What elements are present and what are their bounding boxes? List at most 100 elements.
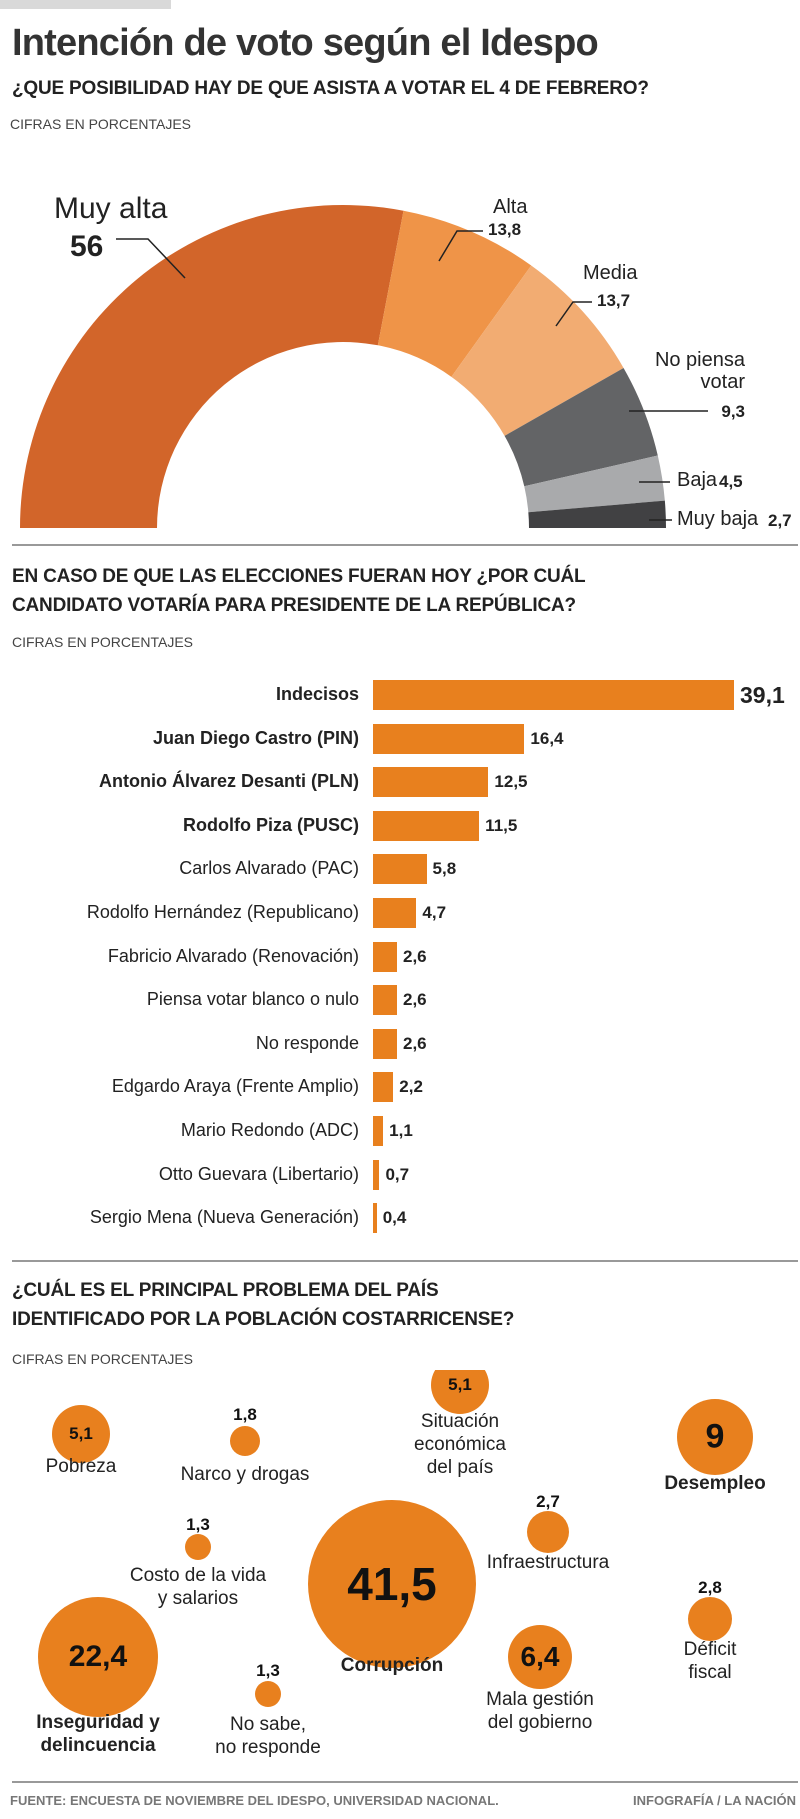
leader-line-muy-alta <box>116 238 186 279</box>
slice-no-piensa-votar <box>504 367 658 487</box>
value-media: 13,7 <box>597 291 631 310</box>
value-no-piensa-votar: 9,3 <box>721 402 745 421</box>
bubble <box>255 1681 281 1707</box>
bar-label: Carlos Alvarado (PAC) <box>179 858 359 879</box>
bar <box>373 985 397 1016</box>
bubble-value: 6,4 <box>520 1641 560 1672</box>
bubble-value: 9 <box>705 1417 725 1456</box>
bubble-label: Inseguridad y delincuencia <box>36 1712 160 1756</box>
bubble <box>52 1405 110 1463</box>
bar-value: 4,7 <box>422 903 447 922</box>
bar-label: Antonio Álvarez Desanti (PLN) <box>98 771 359 792</box>
bubble <box>230 1426 260 1456</box>
section1-title: ¿QUE POSIBILIDAD HAY DE QUE ASISTA A VOT… <box>12 78 649 99</box>
bubble <box>38 1597 158 1717</box>
bubble-value: 5,1 <box>69 1424 93 1443</box>
bubble <box>527 1511 569 1553</box>
bar-value: 2,6 <box>403 946 427 966</box>
bubble-label: Pobreza <box>45 1456 117 1477</box>
bubble-label: Corrupción <box>340 1655 444 1676</box>
bubble-label: Situación económica del país <box>414 1411 506 1478</box>
bubble-label: Desempleo <box>664 1473 766 1494</box>
bubble-value: 1,8 <box>233 1405 257 1424</box>
value-muy-baja: 2,7 <box>768 511 792 530</box>
footer-divider <box>12 1781 798 1783</box>
bar-value: 11,5 <box>485 815 518 835</box>
bar <box>373 1028 397 1059</box>
bar-label: Rodolfo Hernández (Republicano) <box>86 902 359 922</box>
bar-value: 16,4 <box>530 728 564 748</box>
bar-label: Mario Redondo (ADC) <box>180 1120 359 1140</box>
bar-value: 2,2 <box>399 1077 423 1097</box>
slice-muy-alta <box>20 204 404 529</box>
value-alta: 13,8 <box>488 220 522 239</box>
slice-muy-baja <box>528 500 666 528</box>
bubble-value: 22,4 <box>68 1640 128 1673</box>
bar-value: 12,5 <box>494 772 528 792</box>
label-muy-baja: Muy baja <box>677 508 759 530</box>
bar-value: 2,6 <box>403 990 427 1010</box>
bar-label: Sergio Mena (Nueva Generación) <box>89 1207 359 1228</box>
label-baja: Baja <box>677 469 718 491</box>
bar <box>373 680 734 710</box>
label-media: Media <box>583 262 638 284</box>
section-divider <box>12 544 798 546</box>
bar <box>373 723 525 754</box>
bubble-chart <box>38 1370 753 1717</box>
section3-title-line2: IDENTIFICADO POR LA POBLACIÓN COSTARRICE… <box>12 1309 515 1330</box>
bar <box>373 854 427 885</box>
section-divider <box>12 1260 798 1262</box>
bubble-value: 1,3 <box>256 1661 280 1680</box>
leader-line-alta <box>438 230 483 262</box>
bar <box>373 810 480 841</box>
page-title: Intención de voto según el Idespo <box>12 22 599 64</box>
leader-line-media <box>555 301 592 327</box>
bubble-value: 41,5 <box>347 1558 437 1610</box>
label-alta: Alta <box>493 196 528 218</box>
bar <box>373 941 397 972</box>
bubble-label: Narco y drogas <box>180 1464 310 1485</box>
bar-value: 2,6 <box>403 1033 427 1053</box>
section1-subtitle: CIFRAS EN PORCENTAJES <box>10 116 191 132</box>
slice-baja <box>524 455 665 513</box>
label-muy-alta: Muy alta <box>54 192 168 225</box>
bar-value: 0,7 <box>385 1164 410 1184</box>
section2-subtitle: CIFRAS EN PORCENTAJES <box>12 634 193 650</box>
bubble-value: 5,1 <box>448 1375 472 1394</box>
value-muy-alta: 56 <box>70 230 104 263</box>
section2-title-line2: CANDIDATO VOTARÍA PARA PRESIDENTE DE LA … <box>12 595 576 616</box>
bar-label: Indecisos <box>275 684 359 704</box>
bar-value: 39,1 <box>740 682 785 708</box>
bubble-value: 2,8 <box>698 1578 722 1597</box>
bar-label: Fabricio Alvarado (Renovación) <box>107 945 359 966</box>
bar-label: Rodolfo Piza (PUSC) <box>183 814 359 835</box>
section2-title-line1: EN CASO DE QUE LAS ELECCIONES FUERAN HOY… <box>12 566 586 587</box>
bubble-label: Costo de la vida y salarios <box>129 1565 267 1609</box>
bar <box>373 1203 377 1234</box>
slice-alta <box>377 210 532 377</box>
bar-label: Piensa votar blanco o nulo <box>146 989 359 1010</box>
value-baja: 4,5 <box>719 472 743 491</box>
bubble-label: No sabe, no responde <box>215 1714 321 1758</box>
section3-subtitle: CIFRAS EN PORCENTAJES <box>12 1351 193 1367</box>
bubble-label: Mala gestión del gobierno <box>486 1689 594 1733</box>
bubble <box>185 1534 211 1560</box>
bar-value: 5,8 <box>432 859 457 879</box>
bar-value: 0,4 <box>382 1208 407 1228</box>
bar <box>373 1072 394 1103</box>
footer-credit: INFOGRAFÍA / LA NACIÓN <box>633 1793 796 1808</box>
bar-label: Edgardo Araya (Frente Amplio) <box>111 1076 359 1097</box>
section3-title-line1: ¿CUÁL ES EL PRINCIPAL PROBLEMA DEL PAÍS <box>12 1280 439 1301</box>
bubble <box>431 1370 489 1414</box>
bar <box>373 1116 384 1146</box>
footer-source: FUENTE: ENCUESTA DE NOVIEMBRE DEL IDESPO… <box>10 1793 499 1808</box>
semi-donut-chart <box>20 204 708 529</box>
bar <box>373 767 489 798</box>
bubble <box>677 1399 753 1475</box>
label-no-piensa-line2: votar <box>700 371 745 393</box>
bar-label: No responde <box>255 1032 359 1053</box>
bar <box>373 898 417 928</box>
slice-media <box>451 265 624 436</box>
label-no-piensa-line1: No piensa <box>654 349 745 371</box>
bubble <box>508 1625 572 1689</box>
